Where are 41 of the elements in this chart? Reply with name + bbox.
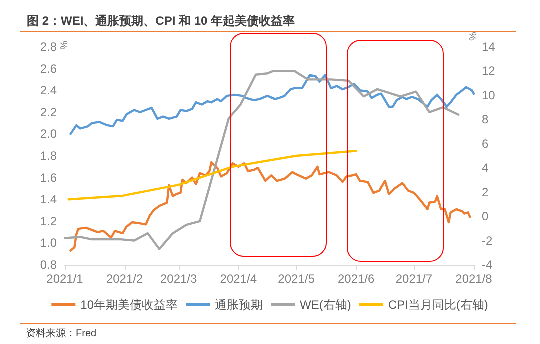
legend-label: 10年期美债收益率	[80, 298, 178, 312]
y-tick-label: 1.6	[40, 170, 58, 185]
legend-label: 通胀预期	[215, 298, 264, 312]
chart-title: 图 2：WEI、通胀预期、CPI 和 10 年起美债收益率	[27, 14, 296, 28]
y-tick-label: 1.8	[40, 149, 58, 163]
y2-tick-label: 0	[482, 210, 489, 224]
x-tick-label: 2021/3	[160, 272, 198, 286]
y-tick-label: 2.6	[40, 62, 58, 76]
y-tick-label: 2.8	[40, 40, 58, 54]
text: 资料来源：Fred	[26, 328, 97, 340]
y2-tick-label: 10	[482, 88, 496, 102]
x-tick-label: 2021/1	[46, 272, 84, 286]
y-tick-label: 1.2	[40, 214, 58, 228]
y2-tick-label: 6	[482, 136, 489, 151]
line-series	[68, 150, 358, 201]
x-tick-label: 2021/2	[106, 272, 144, 286]
x-tick-label: 2021/6	[338, 272, 375, 286]
line-series	[70, 74, 476, 136]
y-axis-title: %	[60, 40, 70, 50]
x-tick-label: 2021/8	[456, 272, 493, 286]
y-tick-label: 1.4	[40, 192, 58, 207]
y2-tick-label: -4	[482, 258, 493, 272]
y2-tick-label: 14	[482, 40, 496, 54]
y2-tick-label: 4	[482, 161, 489, 176]
x-tick-label: 2021/7	[396, 272, 433, 286]
y-tick-label: 2.2	[40, 105, 58, 120]
legend-label: CPI当月同比(右轴)	[388, 298, 488, 312]
y-tick-label: 1.0	[40, 236, 58, 250]
x-tick-label: 2021/4	[220, 272, 258, 286]
line-series	[64, 70, 460, 250]
line-series	[70, 161, 472, 252]
y-tick-label: 2.0	[40, 127, 58, 142]
y-tick-label: 2.4	[40, 84, 58, 98]
y2-axis-title: %	[468, 32, 480, 41]
x-tick-label: 2021/5	[278, 272, 316, 286]
y-tick-label: 0.8	[40, 258, 58, 272]
y2-tick-label: 8	[482, 112, 489, 127]
y2-tick-label: 2	[482, 185, 489, 200]
y2-tick-label: -2	[482, 234, 493, 248]
y2-tick-label: 12	[482, 64, 496, 78]
legend-label: WE(右轴)	[300, 298, 352, 312]
